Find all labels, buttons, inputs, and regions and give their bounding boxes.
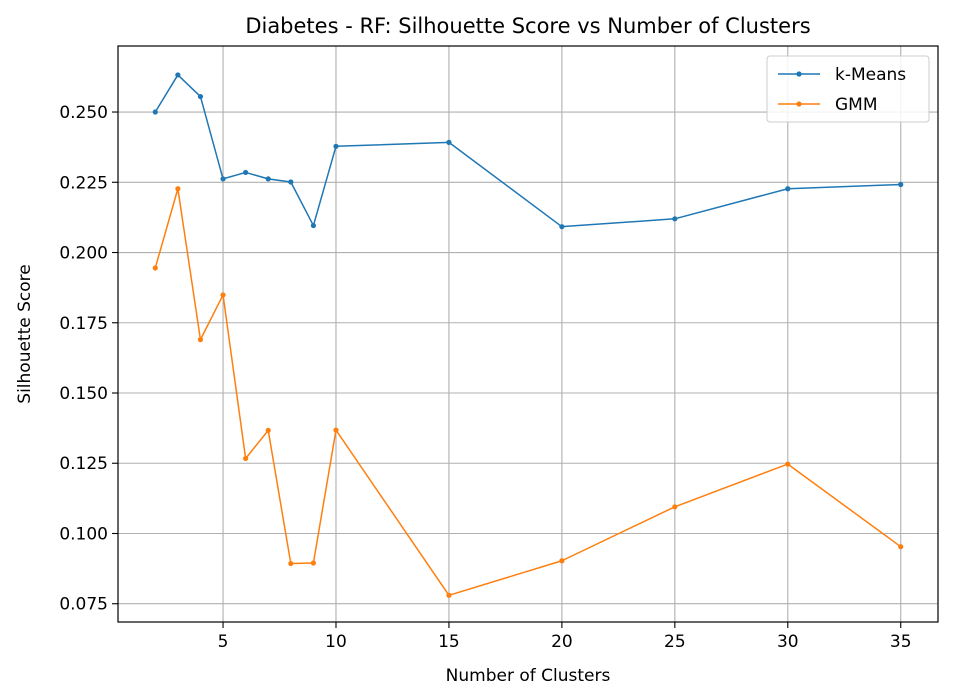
data-point-k-means xyxy=(333,143,339,149)
data-point-k-means xyxy=(243,169,249,176)
y-tick-label: 0.125 xyxy=(59,454,108,474)
data-point-gmm xyxy=(243,455,249,462)
data-point-gmm xyxy=(559,558,565,564)
data-point-gmm xyxy=(197,337,204,343)
series-gmm xyxy=(152,186,904,598)
data-point-gmm xyxy=(672,504,678,510)
x-axis-label: Number of Clusters xyxy=(446,666,611,686)
y-tick-label: 0.175 xyxy=(59,314,108,334)
data-point-k-means xyxy=(152,109,158,115)
legend-marker-k-means xyxy=(796,71,802,77)
legend-label-gmm: GMM xyxy=(835,95,878,115)
data-point-k-means xyxy=(197,93,204,100)
x-axis-ticks: 5 10 15 20 25 30 35 xyxy=(218,622,912,652)
data-point-k-means xyxy=(785,186,791,192)
plot-series xyxy=(152,72,904,598)
legend: k-Means GMM xyxy=(766,55,930,123)
y-tick-label: 0.150 xyxy=(59,384,108,404)
plot-frame xyxy=(117,45,939,623)
x-tick-label: 35 xyxy=(890,632,912,652)
data-point-k-means xyxy=(898,181,904,188)
y-tick-label: 0.075 xyxy=(59,595,108,615)
data-point-k-means xyxy=(265,176,271,182)
series-line-k-means xyxy=(154,74,901,228)
legend-label-k-means: k-Means xyxy=(835,65,906,85)
chart-title: Diabetes - RF: Silhouette Score vs Numbe… xyxy=(245,14,810,38)
data-point-gmm xyxy=(152,265,158,271)
legend-marker-gmm xyxy=(796,101,802,107)
data-point-k-means xyxy=(672,216,678,222)
data-point-k-means xyxy=(446,139,452,145)
y-axis-label: Silhouette Score xyxy=(15,264,35,403)
y-axis-ticks: 0.075 0.100 0.125 0.150 0.175 0.200 0.225 0.250 xyxy=(59,103,118,615)
data-point-k-means xyxy=(220,176,226,182)
data-point-k-means xyxy=(288,179,294,185)
y-tick-label: 0.225 xyxy=(59,173,108,193)
data-point-k-means xyxy=(559,224,565,230)
data-point-gmm xyxy=(898,544,904,550)
data-point-gmm xyxy=(785,461,791,467)
y-tick-label: 0.100 xyxy=(59,524,108,544)
series-k-means xyxy=(152,72,904,230)
x-tick-label: 25 xyxy=(664,632,686,652)
data-point-k-means xyxy=(175,72,181,78)
data-point-k-means xyxy=(310,222,316,229)
x-tick-label: 30 xyxy=(777,632,799,652)
data-point-gmm xyxy=(310,560,316,566)
y-tick-label: 0.200 xyxy=(59,244,108,264)
data-point-gmm xyxy=(220,292,226,298)
data-point-gmm xyxy=(446,592,452,598)
series-line-gmm xyxy=(154,187,902,597)
legend-box xyxy=(766,55,930,123)
x-tick-label: 5 xyxy=(218,632,229,652)
x-tick-label: 10 xyxy=(325,632,347,652)
data-point-gmm xyxy=(265,427,271,433)
data-point-gmm xyxy=(333,427,339,433)
x-tick-label: 20 xyxy=(551,632,573,652)
y-tick-label: 0.250 xyxy=(59,103,108,123)
data-point-gmm xyxy=(288,560,294,567)
x-tick-label: 15 xyxy=(438,632,460,652)
data-point-gmm xyxy=(175,186,181,192)
